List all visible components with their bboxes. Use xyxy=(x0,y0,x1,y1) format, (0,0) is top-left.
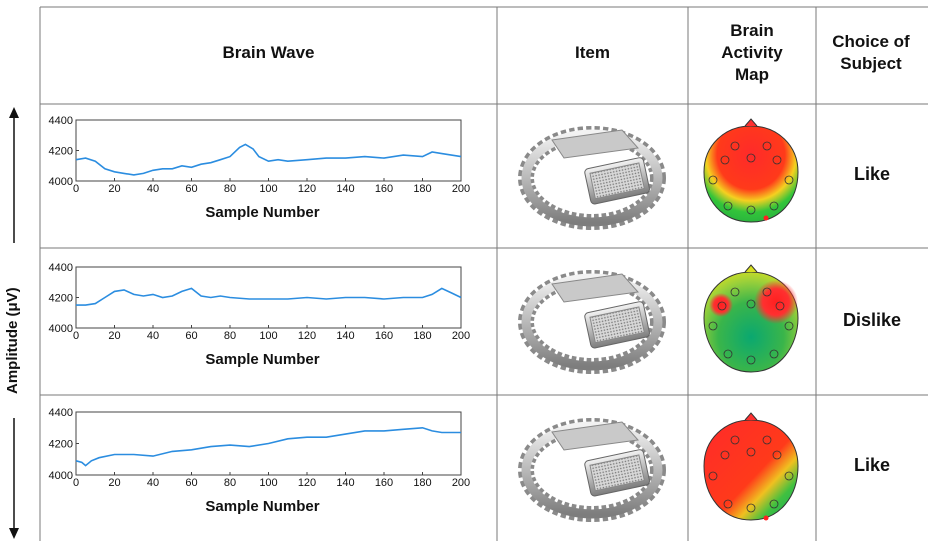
brain-activity-map-like-2 xyxy=(703,412,799,521)
x-tick-label: 20 xyxy=(108,183,120,195)
x-tick-label: 80 xyxy=(224,330,236,342)
choice-row-2: Dislike xyxy=(842,310,902,330)
x-tick-label: 60 xyxy=(185,183,197,195)
x-tick-label: 100 xyxy=(259,477,277,489)
x-axis-label: Sample Number xyxy=(205,498,319,515)
brain-wave-line-2 xyxy=(76,287,462,306)
x-tick-label: 140 xyxy=(336,330,354,342)
bracelet-image xyxy=(526,274,658,366)
x-tick-label: 140 xyxy=(336,477,354,489)
y-tick-label: 4000 xyxy=(49,323,73,335)
x-tick-label: 120 xyxy=(298,477,316,489)
x-tick-label: 0 xyxy=(73,477,79,489)
x-tick-label: 20 xyxy=(108,477,120,489)
y-tick-label: 4400 xyxy=(49,115,73,127)
x-tick-label: 100 xyxy=(259,183,277,195)
x-tick-label: 40 xyxy=(147,477,159,489)
bracelet-image xyxy=(526,130,658,222)
x-tick-label: 120 xyxy=(298,330,316,342)
x-tick-label: 0 xyxy=(73,183,79,195)
x-tick-label: 140 xyxy=(336,183,354,195)
x-tick-label: 200 xyxy=(452,477,470,489)
down-arrow-icon xyxy=(9,528,19,539)
x-tick-label: 160 xyxy=(375,477,393,489)
x-tick-label: 60 xyxy=(185,330,197,342)
y-tick-label: 4400 xyxy=(49,262,73,274)
header-choice-of-subject: Choice of Subject xyxy=(832,32,910,73)
x-tick-label: 80 xyxy=(224,183,236,195)
x-tick-label: 0 xyxy=(73,330,79,342)
y-tick-label: 4200 xyxy=(49,293,73,305)
header-brain-activity-map: Brain Activity Map xyxy=(721,21,783,84)
x-tick-label: 200 xyxy=(452,330,470,342)
header-brain-wave: Brain Wave xyxy=(222,43,315,62)
y-tick-label: 4200 xyxy=(49,439,73,451)
x-tick-label: 180 xyxy=(413,477,431,489)
bracelet-image xyxy=(526,422,658,514)
choice-row-1: Like xyxy=(853,164,891,184)
brain-wave-line-3 xyxy=(75,426,461,467)
x-tick-label: 200 xyxy=(452,183,470,195)
up-arrow-icon xyxy=(9,107,19,118)
y-tick-label: 4400 xyxy=(49,407,73,419)
header-item: Item xyxy=(575,43,610,62)
x-tick-label: 80 xyxy=(224,477,236,489)
x-tick-label: 180 xyxy=(413,330,431,342)
x-tick-label: 180 xyxy=(413,183,431,195)
y-tick-label: 4000 xyxy=(49,470,73,482)
x-axis-label: Sample Number xyxy=(205,204,319,221)
x-tick-label: 120 xyxy=(298,183,316,195)
x-tick-label: 160 xyxy=(375,330,393,342)
y-tick-label: 4000 xyxy=(49,176,73,188)
y-tick-label: 4200 xyxy=(49,146,73,158)
x-tick-label: 100 xyxy=(259,330,277,342)
brain-activity-map-dislike xyxy=(703,264,799,373)
x-tick-label: 160 xyxy=(375,183,393,195)
x-tick-label: 20 xyxy=(108,330,120,342)
plot-area-1 xyxy=(75,119,462,182)
x-tick-label: 40 xyxy=(147,330,159,342)
choice-row-3: Like xyxy=(853,455,891,475)
x-axis-label: Sample Number xyxy=(205,351,319,368)
brain-wave-line-1 xyxy=(75,143,462,176)
x-tick-label: 60 xyxy=(185,477,197,489)
x-tick-label: 40 xyxy=(147,183,159,195)
brain-activity-map-like xyxy=(703,118,799,223)
